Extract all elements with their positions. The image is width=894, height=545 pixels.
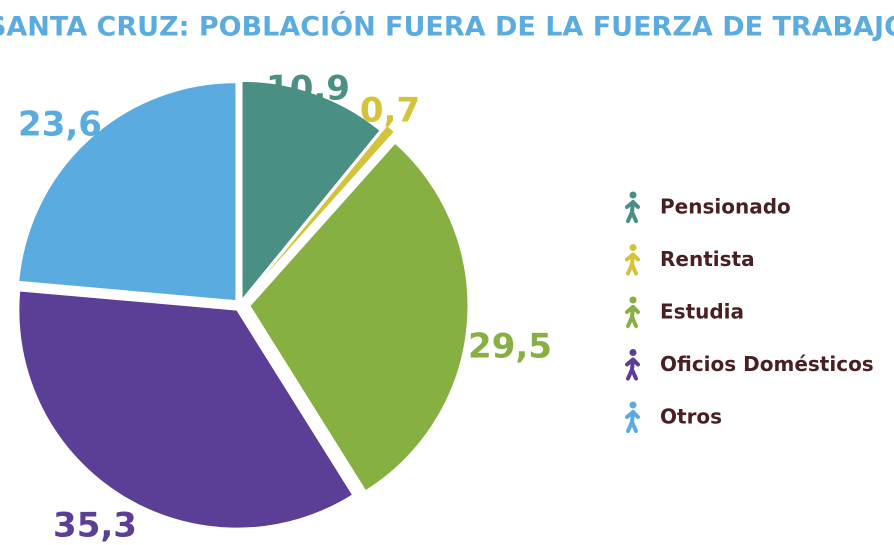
legend-item: Estudia [625, 296, 744, 328]
legend-label: Pensionado [660, 195, 791, 219]
legend-icon-body [625, 410, 640, 433]
value-label: 29,5 [468, 327, 552, 367]
legend-icon-body [625, 357, 640, 381]
legend-icon-head [629, 296, 637, 304]
pie-slice [249, 142, 469, 492]
legend-icon-body [625, 252, 640, 276]
legend-item: Pensionado [625, 191, 791, 223]
legend-icon-head [629, 401, 637, 409]
value-label: 35,3 [53, 506, 137, 545]
value-label: 0,7 [360, 91, 420, 131]
value-label: 23,6 [18, 105, 102, 145]
pie-slice [248, 124, 395, 295]
legend-icon-body [625, 200, 640, 223]
legend-item: Otros [625, 401, 722, 433]
legend-icon-head [629, 349, 637, 356]
legend-icon-body [625, 305, 640, 328]
value-label: 10,9 [266, 69, 350, 109]
legend-item: Oficios Domésticos [625, 349, 874, 381]
legend-label: Rentista [660, 247, 755, 271]
legend-label: Oficios Domésticos [660, 352, 874, 376]
legend-icon-head [629, 191, 637, 199]
legend-label: Estudia [660, 300, 744, 324]
pie-slice [241, 80, 381, 301]
pie-slice [18, 82, 237, 302]
pie-slice [18, 290, 354, 529]
legend-label: Otros [660, 405, 722, 429]
legend-item: Rentista [625, 244, 755, 276]
chart-title: SANTA CRUZ: POBLACIÓN FUERA DE LA FUERZA… [0, 11, 894, 43]
legend-icon-head [629, 244, 637, 251]
